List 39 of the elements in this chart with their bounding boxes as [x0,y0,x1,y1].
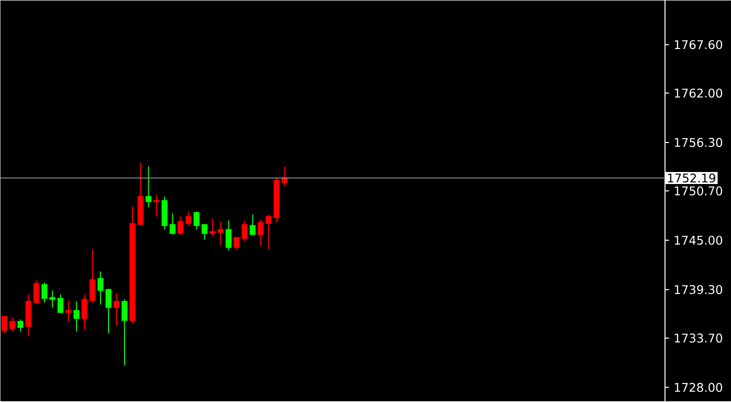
candlestick [122,299,128,366]
candlestick [234,237,240,250]
candlestick [114,293,120,326]
candlestick [17,319,24,332]
candlestick [82,294,88,330]
candlestick [90,249,96,304]
candlestick [186,211,192,226]
y-tick-label: 1728.00 [674,383,722,392]
candlestick [146,166,152,208]
candlestick [226,220,232,252]
candlestick [58,294,64,314]
y-tick-label: 1767.60 [674,40,722,50]
y-tick-label: 1739.30 [674,285,722,294]
candlestick [178,216,184,236]
candlestick [74,301,80,332]
candlestick [50,290,56,308]
candlestick [202,224,208,240]
candlestick [210,218,216,238]
candlestick [41,282,48,304]
y-tick-label: 1745.00 [674,236,722,245]
candlestick [194,211,200,230]
candlestick [242,220,248,242]
candlestick [98,271,104,306]
candlestick [266,214,272,250]
y-tick-label: 1756.30 [674,138,722,148]
candlestick [218,221,224,246]
candlestick [170,213,176,236]
candlestick [66,300,72,322]
candlestick [250,214,256,236]
candlestick [33,280,40,304]
candlestick [1,316,8,334]
y-tick-label: 1733.70 [674,334,722,343]
y-tick-label: 1762.00 [674,88,722,98]
candlestick [106,288,112,334]
candlestick [9,317,16,332]
ref-line-label: 1752.19 [668,174,716,183]
y-tick-label: 1750.70 [674,186,722,196]
candlestick [154,194,160,218]
candlestick [258,219,264,248]
